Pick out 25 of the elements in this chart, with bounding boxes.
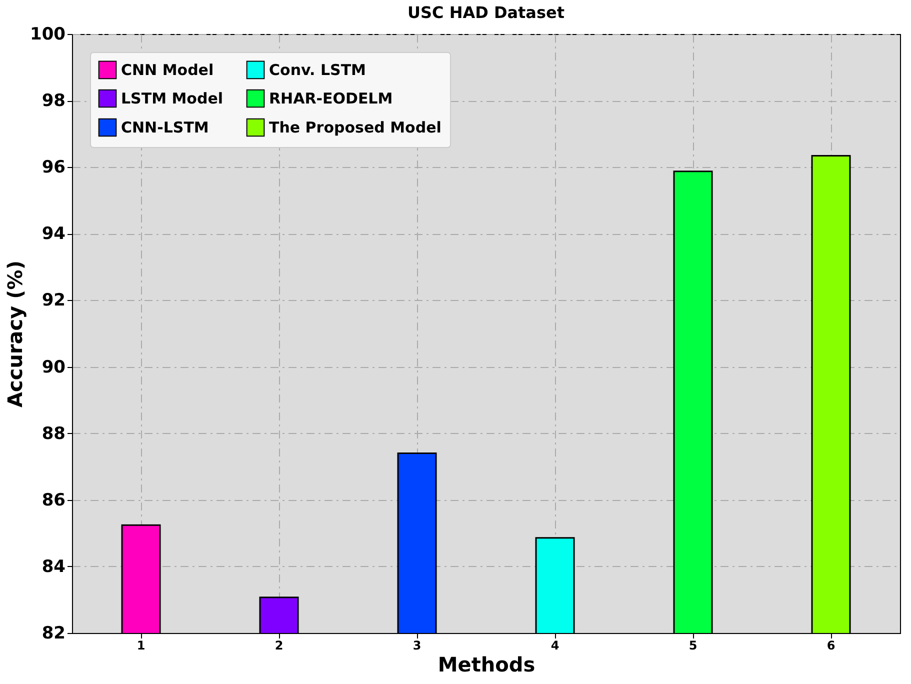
x-tick-label: 6 xyxy=(826,638,836,652)
legend-label: RHAR-EODELM xyxy=(269,90,393,108)
legend-label: LSTM Model xyxy=(121,90,224,108)
x-tick-label: 1 xyxy=(136,638,146,652)
y-tick-label: 94 xyxy=(42,224,66,244)
legend-label: CNN Model xyxy=(121,60,214,79)
legend-label: Conv. LSTM xyxy=(269,60,366,79)
y-tick-label: 88 xyxy=(42,424,66,444)
x-tick-label: 5 xyxy=(688,638,698,652)
y-tick-label: 90 xyxy=(42,357,66,378)
x-tick-label: 3 xyxy=(412,638,422,652)
y-tick-label: 92 xyxy=(42,290,66,311)
chart-title: USC HAD Dataset xyxy=(408,3,565,22)
y-tick-label: 98 xyxy=(42,91,66,112)
legend-label: CNN-LSTM xyxy=(121,118,209,136)
y-tick-label: 96 xyxy=(42,158,66,178)
y-axis-title: Accuracy (%) xyxy=(3,260,28,408)
y-tick-label: 100 xyxy=(30,24,66,44)
x-axis-title: Methods xyxy=(438,652,536,676)
x-tick-label: 4 xyxy=(550,638,560,652)
y-tick-label: 86 xyxy=(42,490,66,510)
y-tick-label: 84 xyxy=(42,556,66,577)
legend-label: The Proposed Model xyxy=(269,118,442,136)
x-tick-label: 2 xyxy=(274,638,284,652)
y-tick-label: 82 xyxy=(42,624,66,644)
